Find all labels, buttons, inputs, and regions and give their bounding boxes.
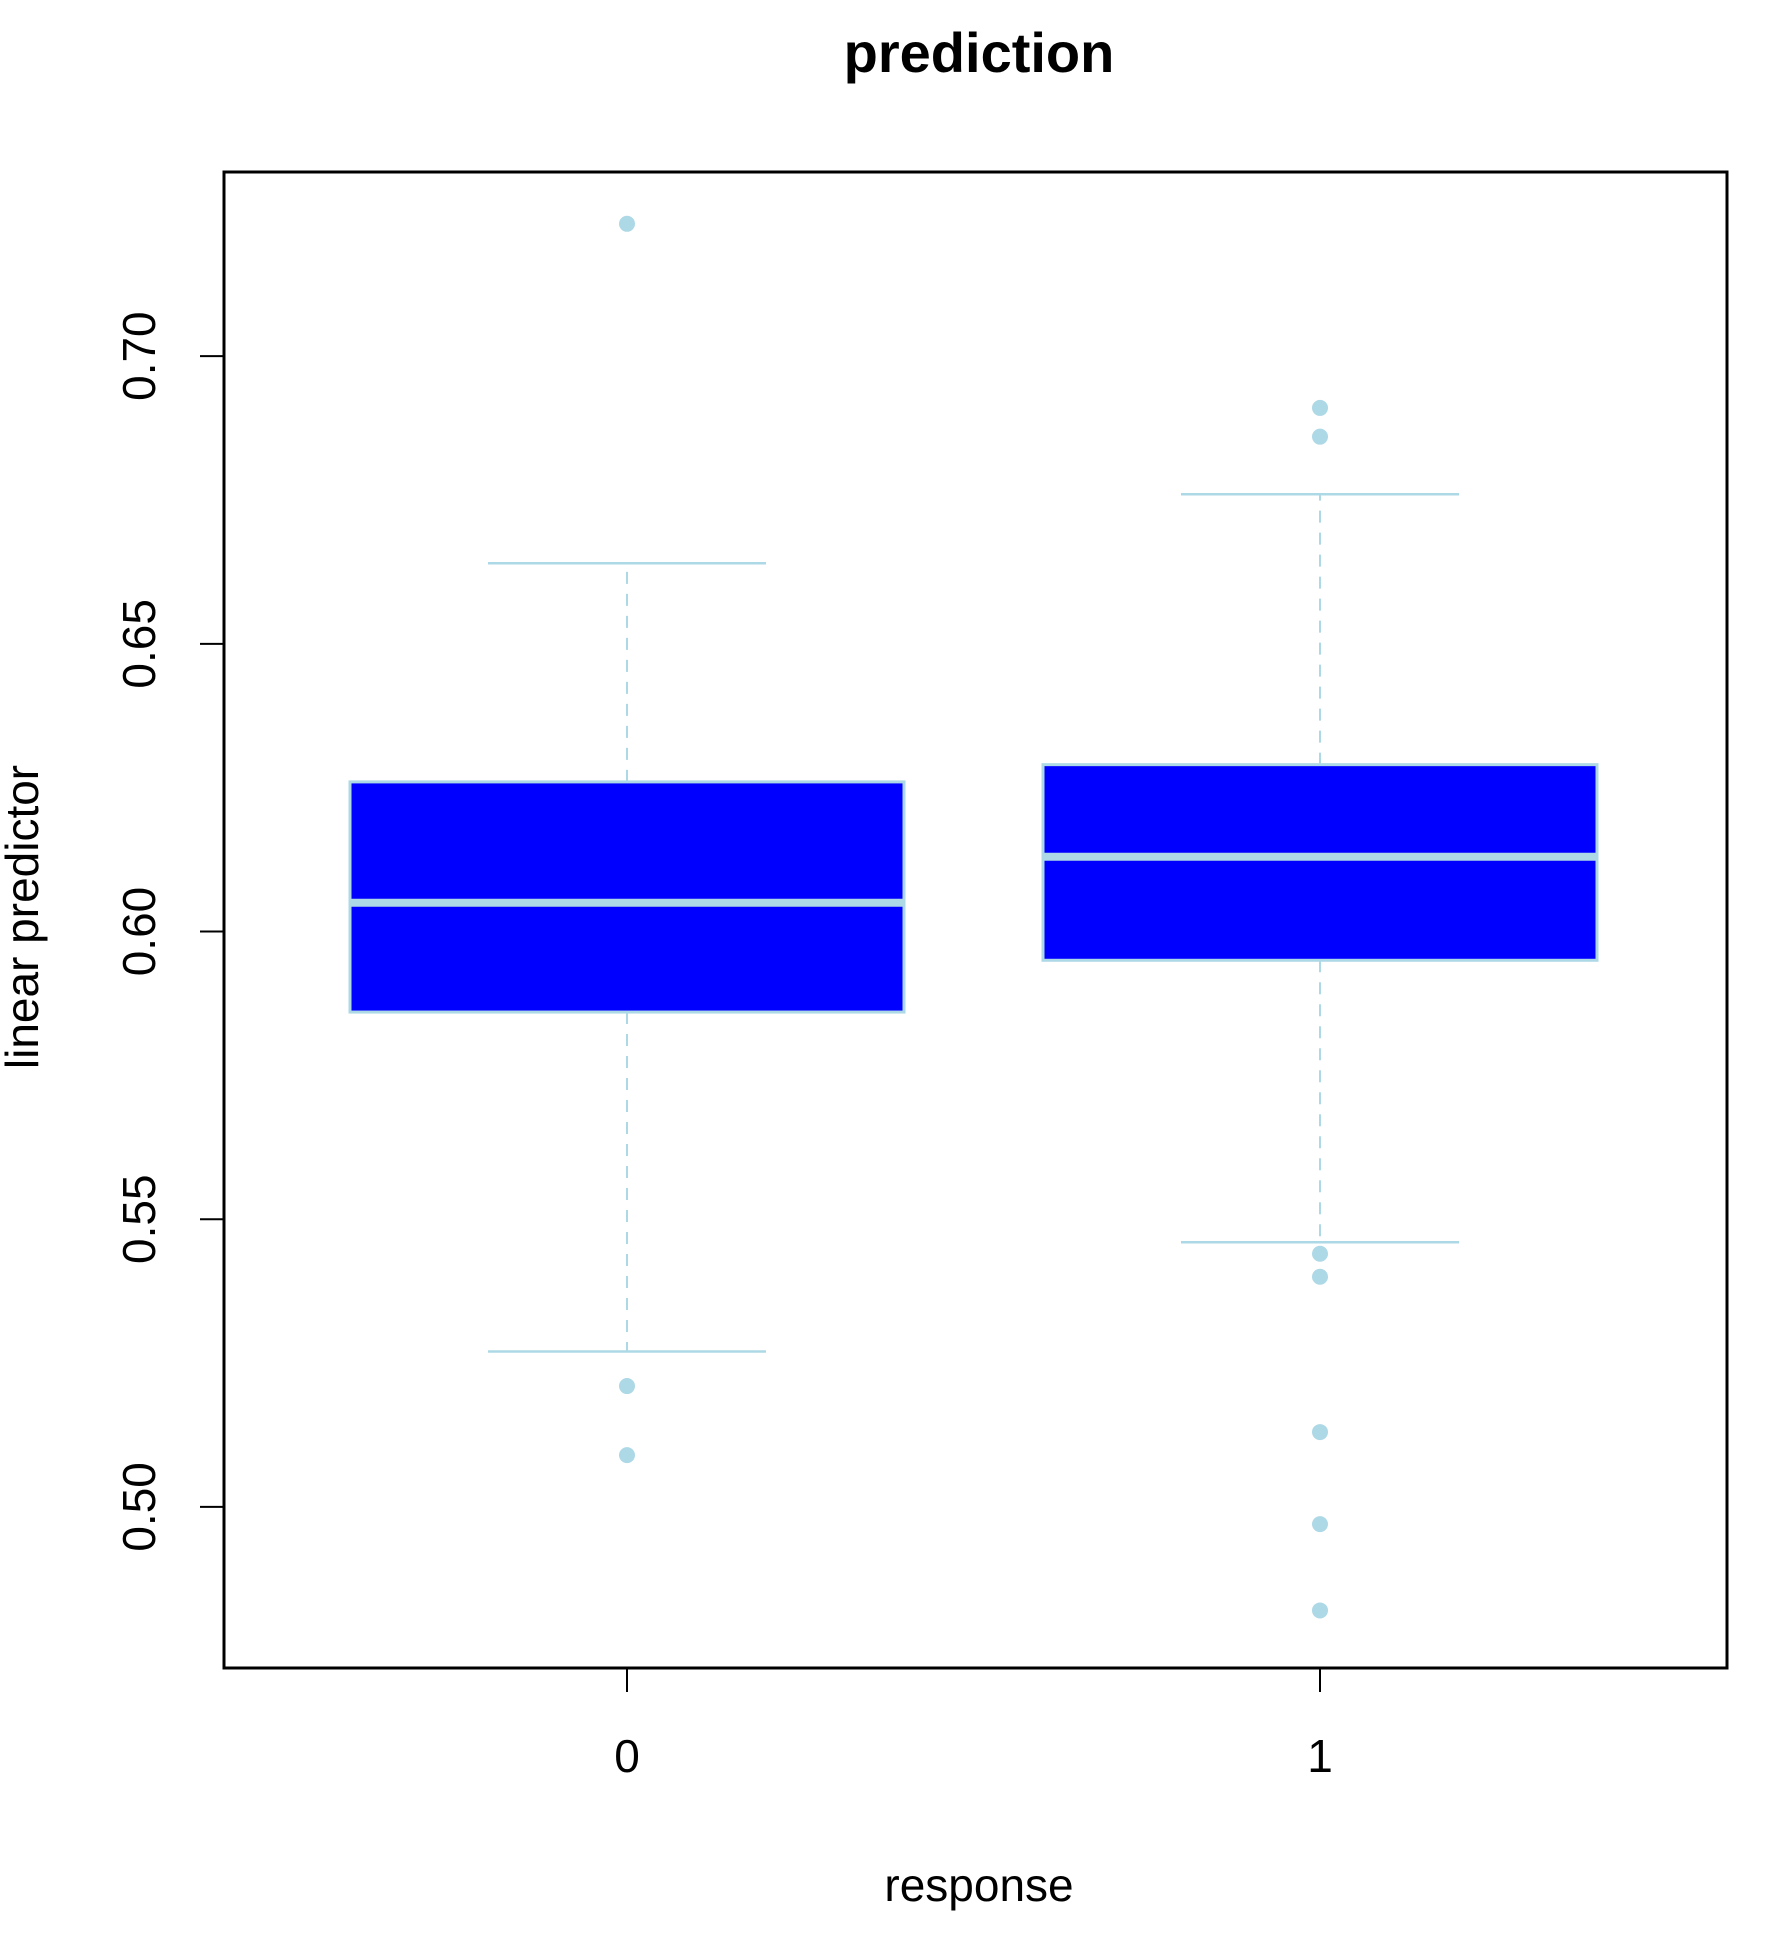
x-axis-label: response — [884, 1859, 1073, 1911]
outlier-point — [1312, 1424, 1328, 1441]
x-tick-label: 1 — [1307, 1730, 1333, 1782]
outlier-point — [1312, 1602, 1328, 1619]
plot-frame — [222, 170, 1729, 1670]
y-tick-label: 0.60 — [113, 887, 165, 977]
y-tick-label: 0.65 — [113, 599, 165, 689]
y-tick-label: 0.70 — [113, 311, 165, 401]
outlier-point — [1312, 1245, 1328, 1262]
outlier-point — [1312, 399, 1328, 416]
box — [1041, 763, 1599, 962]
y-tick-label: 0.50 — [113, 1462, 165, 1552]
outlier-point — [1312, 428, 1328, 445]
y-axis: 0.50 0.55 0.60 0.65 0.70 — [113, 311, 224, 1552]
chart-title: prediction — [844, 21, 1115, 84]
y-tick-label: 0.55 — [113, 1174, 165, 1264]
outlier-point — [619, 1378, 635, 1395]
y-axis-label: linear predictor — [0, 765, 48, 1069]
box-group-1 — [1041, 399, 1599, 1619]
box — [348, 780, 906, 1014]
outlier-point — [1312, 1268, 1328, 1285]
outlier-point — [1312, 1516, 1328, 1533]
box-group-0 — [348, 215, 906, 1464]
outlier-point — [619, 215, 635, 232]
plot-area — [348, 215, 1599, 1619]
x-tick-label: 0 — [614, 1730, 640, 1782]
outlier-point — [619, 1447, 635, 1464]
